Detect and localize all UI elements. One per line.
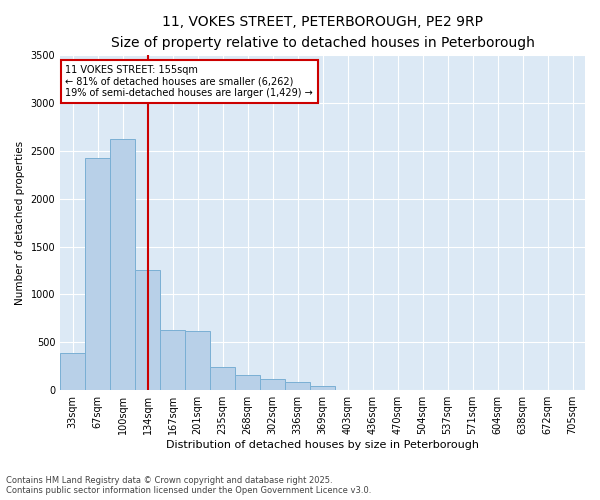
Bar xyxy=(185,331,210,390)
Bar xyxy=(285,382,310,390)
Y-axis label: Number of detached properties: Number of detached properties xyxy=(15,140,25,304)
Bar xyxy=(60,353,85,390)
Bar xyxy=(210,367,235,390)
Text: 11 VOKES STREET: 155sqm
← 81% of detached houses are smaller (6,262)
19% of semi: 11 VOKES STREET: 155sqm ← 81% of detache… xyxy=(65,65,313,98)
Bar xyxy=(160,330,185,390)
Bar xyxy=(235,376,260,390)
Bar xyxy=(135,270,160,390)
Bar xyxy=(85,158,110,390)
Text: Contains HM Land Registry data © Crown copyright and database right 2025.
Contai: Contains HM Land Registry data © Crown c… xyxy=(6,476,371,495)
Bar xyxy=(110,139,135,390)
X-axis label: Distribution of detached houses by size in Peterborough: Distribution of detached houses by size … xyxy=(166,440,479,450)
Bar xyxy=(310,386,335,390)
Title: 11, VOKES STREET, PETERBOROUGH, PE2 9RP
Size of property relative to detached ho: 11, VOKES STREET, PETERBOROUGH, PE2 9RP … xyxy=(110,15,535,50)
Bar xyxy=(260,378,285,390)
